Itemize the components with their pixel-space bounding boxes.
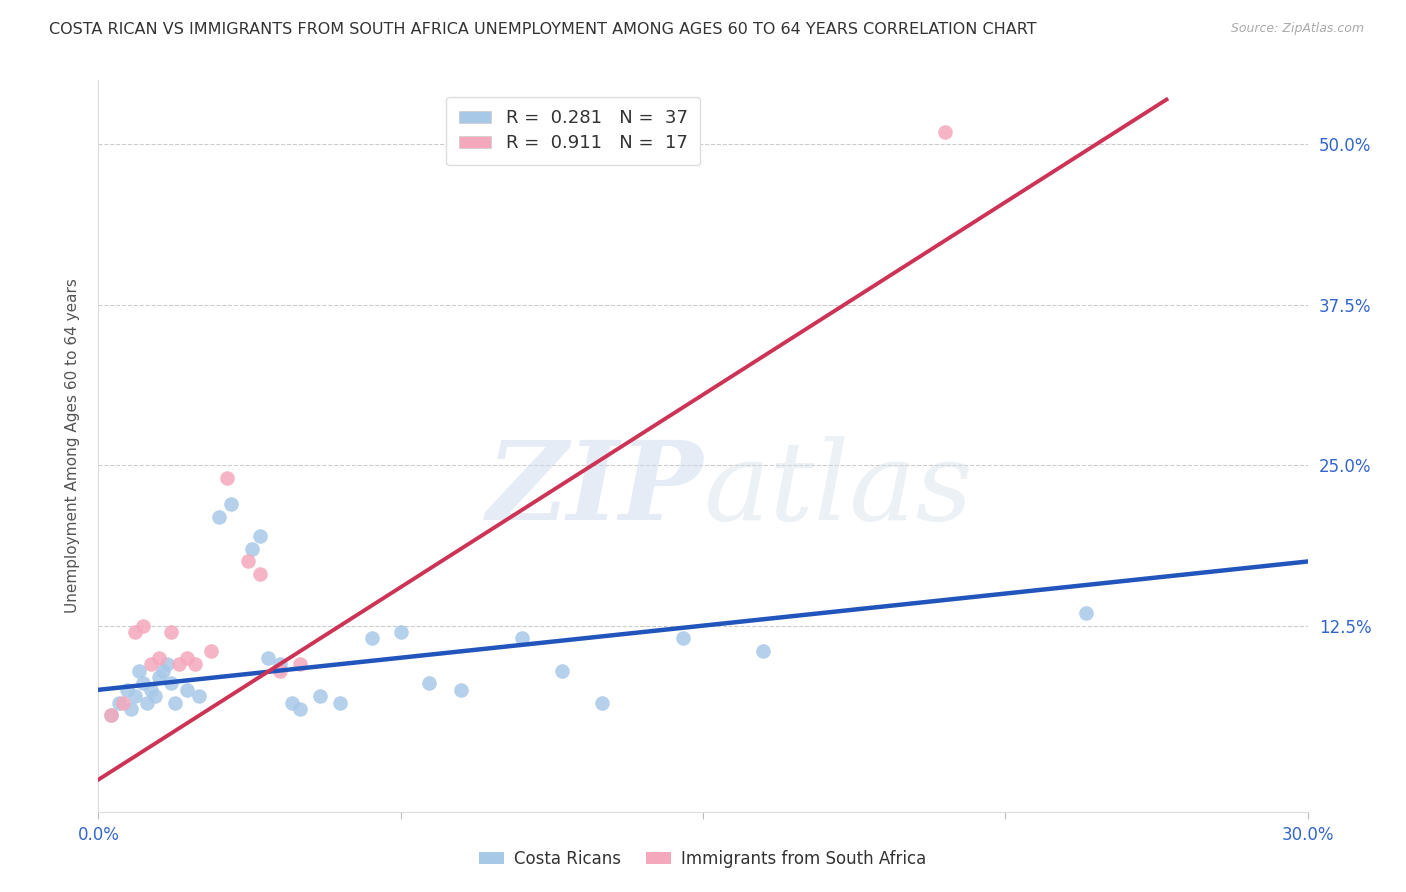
Point — [281, 696, 304, 710]
Point — [124, 690, 146, 704]
Point — [221, 497, 243, 511]
Point — [256, 650, 278, 665]
Point — [115, 682, 138, 697]
Point — [450, 682, 472, 697]
Point — [269, 664, 291, 678]
Point — [184, 657, 207, 672]
Point — [139, 682, 162, 697]
Point — [139, 657, 162, 672]
Point — [163, 696, 186, 710]
Point — [188, 690, 211, 704]
Point — [176, 650, 198, 665]
Point — [361, 632, 384, 646]
Point — [389, 625, 412, 640]
Point — [208, 509, 231, 524]
Point — [160, 625, 183, 640]
Point — [124, 625, 146, 640]
Point — [1074, 606, 1097, 620]
Point — [132, 618, 155, 632]
Point — [236, 554, 259, 568]
Point — [249, 529, 271, 543]
Point — [418, 676, 440, 690]
Point — [100, 708, 122, 723]
Point — [135, 696, 157, 710]
Point — [249, 567, 271, 582]
Point — [288, 702, 311, 716]
Point — [156, 657, 179, 672]
Point — [148, 650, 170, 665]
Text: Source: ZipAtlas.com: Source: ZipAtlas.com — [1230, 22, 1364, 36]
Point — [752, 644, 775, 658]
Point — [167, 657, 190, 672]
Point — [269, 657, 291, 672]
Point — [143, 690, 166, 704]
Point — [510, 632, 533, 646]
Point — [329, 696, 352, 710]
Point — [160, 676, 183, 690]
Point — [309, 690, 332, 704]
Point — [934, 125, 956, 139]
Point — [128, 664, 150, 678]
Legend: R =  0.281   N =  37, R =  0.911   N =  17: R = 0.281 N = 37, R = 0.911 N = 17 — [446, 96, 700, 165]
Text: ZIP: ZIP — [486, 436, 703, 543]
Point — [100, 708, 122, 723]
Text: COSTA RICAN VS IMMIGRANTS FROM SOUTH AFRICA UNEMPLOYMENT AMONG AGES 60 TO 64 YEA: COSTA RICAN VS IMMIGRANTS FROM SOUTH AFR… — [49, 22, 1036, 37]
Point — [591, 696, 613, 710]
Legend: Costa Ricans, Immigrants from South Africa: Costa Ricans, Immigrants from South Afri… — [472, 844, 934, 875]
Point — [551, 664, 574, 678]
Point — [107, 696, 129, 710]
Point — [111, 696, 134, 710]
Point — [176, 682, 198, 697]
Point — [120, 702, 142, 716]
Point — [672, 632, 695, 646]
Text: atlas: atlas — [703, 436, 973, 543]
Point — [200, 644, 222, 658]
Point — [288, 657, 311, 672]
Point — [152, 664, 174, 678]
Point — [240, 541, 263, 556]
Point — [148, 670, 170, 684]
Point — [217, 471, 239, 485]
Y-axis label: Unemployment Among Ages 60 to 64 years: Unemployment Among Ages 60 to 64 years — [65, 278, 80, 614]
Point — [132, 676, 155, 690]
